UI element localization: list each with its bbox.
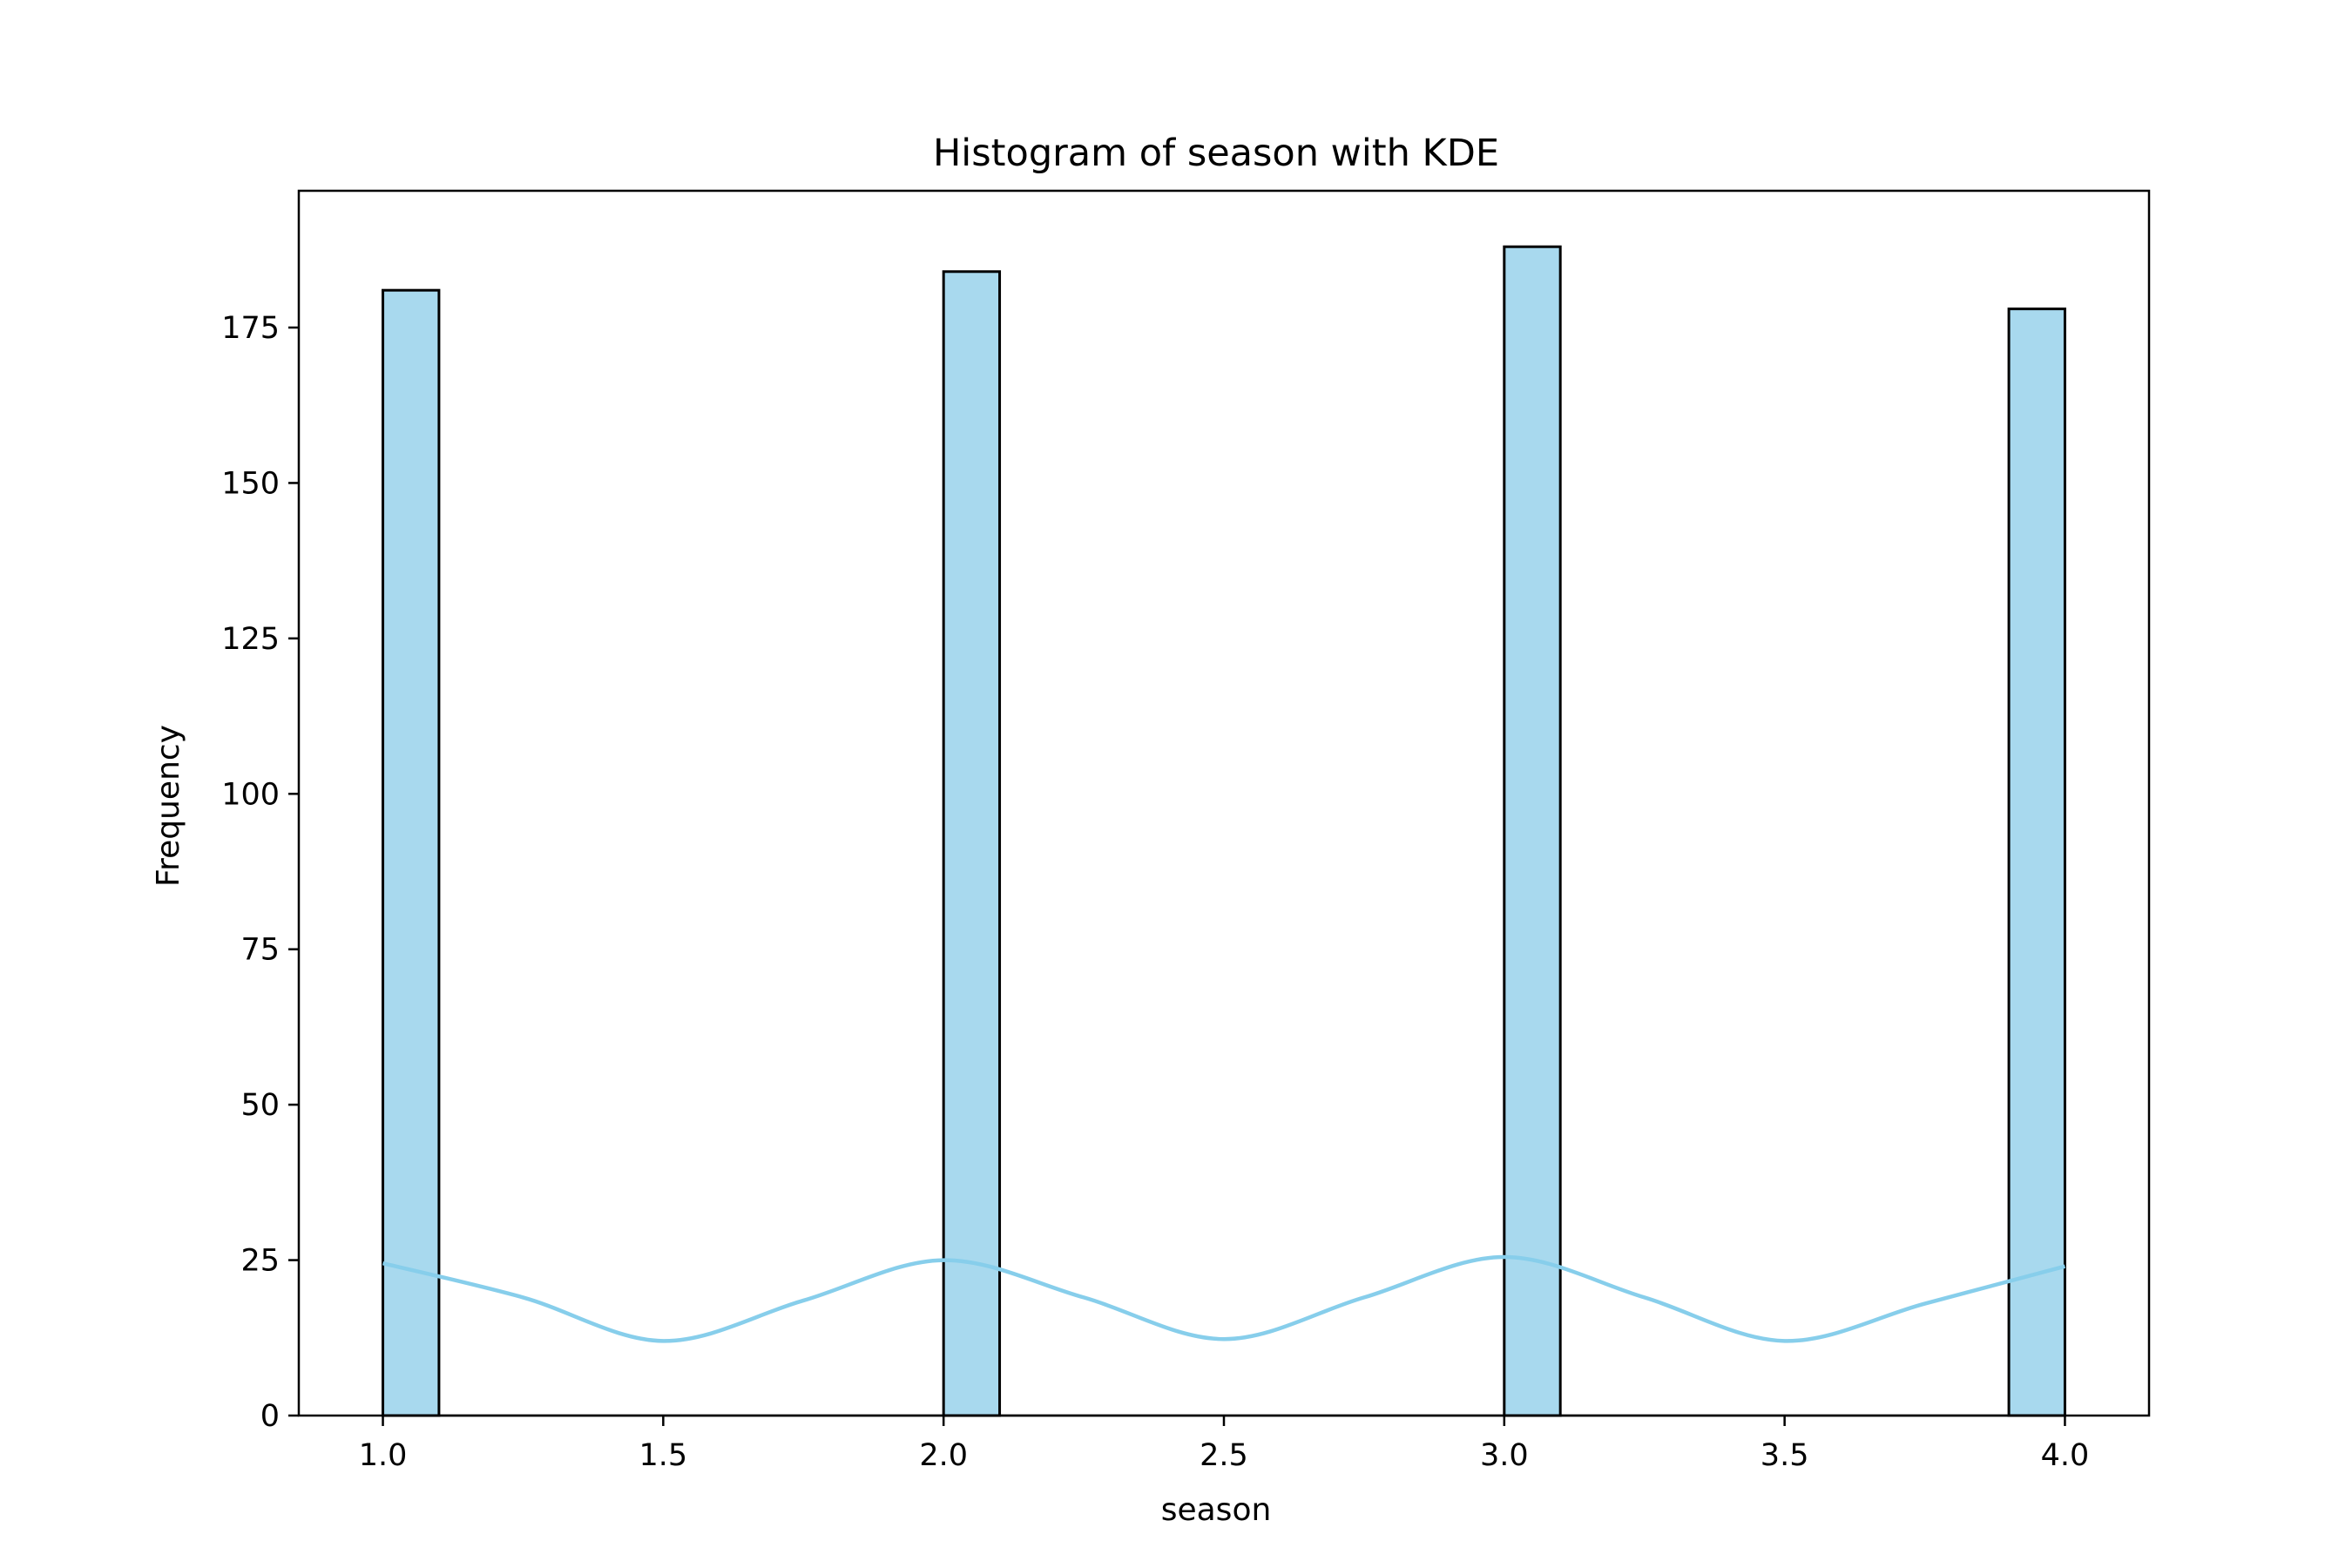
y-tick-label: 175 xyxy=(221,311,280,346)
histogram-bar-3 xyxy=(1503,245,1562,1417)
y-tick-label: 75 xyxy=(240,933,280,968)
histogram-bar-4 xyxy=(2007,308,2066,1417)
histogram-bar-2 xyxy=(942,270,1002,1417)
x-axis-label: season xyxy=(1161,1492,1272,1528)
y-tick-label: 125 xyxy=(221,622,280,657)
chart-title: Histogram of season with KDE xyxy=(933,132,1499,175)
y-tick-label: 0 xyxy=(260,1399,280,1434)
y-tick-label: 100 xyxy=(221,777,280,812)
x-tick-label: 4.0 xyxy=(2041,1438,2090,1473)
kde-layer xyxy=(382,1254,2066,1343)
x-tick-label: 3.5 xyxy=(1761,1438,1809,1473)
x-tick-label: 2.5 xyxy=(1200,1438,1248,1473)
x-tick-label: 1.0 xyxy=(359,1438,408,1473)
kde-curve xyxy=(382,1254,2066,1343)
x-axis-ticks: 1.0 1.5 2.0 2.5 3.0 3.5 4.0 xyxy=(359,1416,2090,1473)
y-axis-label: Frequency xyxy=(151,725,186,887)
y-tick-label: 50 xyxy=(240,1088,280,1123)
x-tick-label: 2.0 xyxy=(919,1438,968,1473)
y-tick-label: 150 xyxy=(221,466,280,501)
histogram-bar-1 xyxy=(382,288,441,1417)
x-tick-label: 1.5 xyxy=(639,1438,688,1473)
y-axis-ticks: 0 25 50 75 100 125 150 175 xyxy=(221,311,299,1434)
y-tick-label: 25 xyxy=(240,1244,280,1279)
x-tick-label: 3.0 xyxy=(1480,1438,1529,1473)
